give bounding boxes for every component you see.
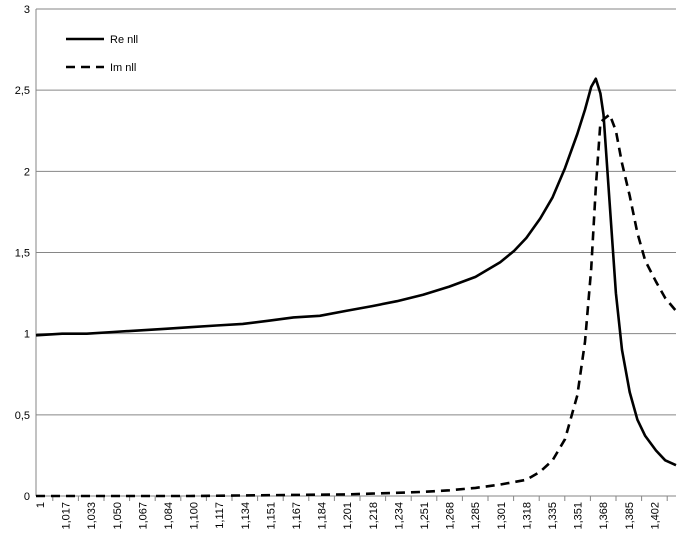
x-tick-label: 1,184 [317,502,329,530]
x-tick-label: 1,050 [112,502,124,530]
x-tick-label: 1,151 [265,502,277,530]
x-tick-label: 1,218 [368,502,380,530]
x-tick-label: 1,402 [649,502,661,530]
y-tick-label: 1,5 [15,248,30,260]
y-tick-label: 0,5 [15,410,30,422]
x-tick-label: 1,234 [393,502,405,530]
y-tick-label: 1 [24,329,30,341]
series-line-1 [36,113,677,498]
legend-label-1: Im nll [110,62,136,74]
y-tick-label: 0 [24,491,30,503]
x-tick-label: 1,033 [86,502,98,530]
legend: Re nll Im nll [66,34,138,74]
x-tick-label: 1 [35,502,47,508]
x-tick-label: 1,167 [291,502,303,530]
x-tick-label: 1,084 [163,502,175,530]
legend-label-0: Re nll [110,34,138,46]
x-tick-label: 1,201 [342,502,354,530]
x-axis: 1 1,017 1,033 1,050 1,067 1,084 1,100 1,117 1,13… [35,9,676,530]
x-tick-label: 1,318 [521,502,533,530]
x-tick-label: 1,368 [598,502,610,530]
x-tick-label: 1,134 [240,502,252,530]
y-tick-label: 2,5 [15,85,30,97]
x-tick-label: 1,100 [189,502,201,530]
x-tick-label: 1,017 [61,502,73,530]
x-tick-label: 1,251 [419,502,431,530]
x-tick-label: 1,351 [573,502,585,530]
x-tick-label: 1,285 [470,502,482,530]
x-tick-label: 1,117 [214,502,226,529]
x-tick-label: 1,385 [624,502,636,530]
y-axis-ticks: 0 0,5 1 1,5 2 2,5 3 [15,4,30,503]
series-line-0 [35,77,677,467]
y-tick-label: 2 [24,166,30,178]
x-tick-label: 1,067 [137,502,149,530]
x-tick-label: 1,335 [547,502,559,530]
x-tick-label: 1,268 [445,502,457,530]
series-lines [35,77,677,498]
x-tick-label: 1,301 [496,502,508,530]
gridlines [36,8,676,416]
y-tick-label: 3 [24,4,30,16]
